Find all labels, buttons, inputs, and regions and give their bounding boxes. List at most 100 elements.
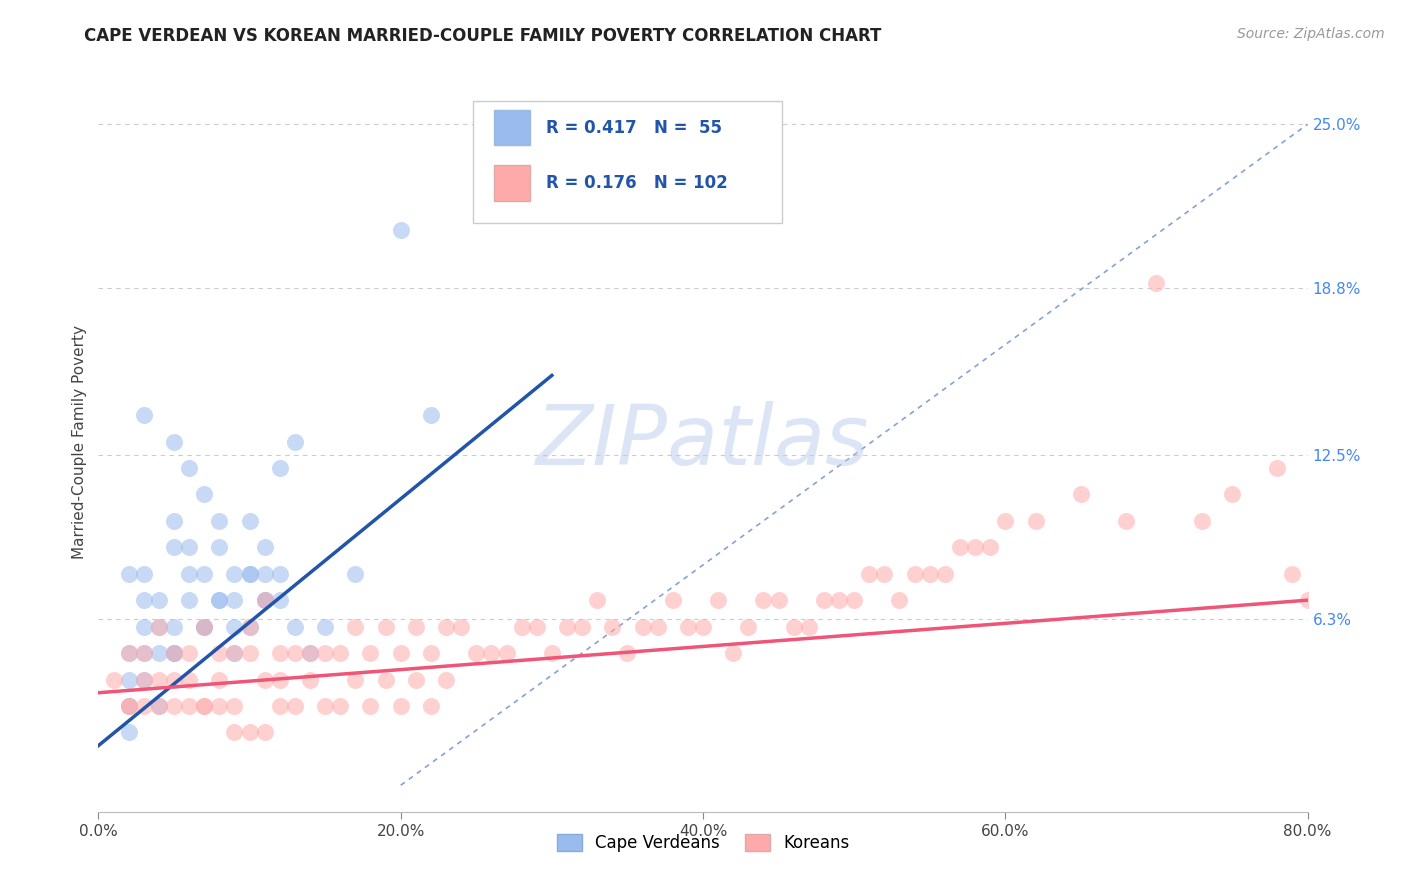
Point [148,593,170,607]
Point [118,673,141,687]
Point [193,698,215,713]
Point [979,541,1001,555]
Point [1220,487,1243,501]
Point [737,620,759,634]
Point [163,434,186,449]
Point [163,514,186,528]
Point [118,725,141,739]
Point [193,620,215,634]
Point [163,646,186,660]
Point [239,620,262,634]
Point [269,698,291,713]
Point [163,620,186,634]
Point [208,646,231,660]
Point [269,646,291,660]
Point [1296,593,1319,607]
Point [239,566,262,581]
Point [314,646,336,660]
Point [389,223,412,237]
Point [299,646,322,660]
Point [239,514,262,528]
Point [813,593,835,607]
Point [571,620,593,634]
Text: R = 0.417   N =  55: R = 0.417 N = 55 [546,119,721,136]
Bar [494,110,530,145]
Point [329,698,352,713]
Text: ZIPatlas: ZIPatlas [536,401,870,482]
Point [555,620,578,634]
Point [723,646,745,660]
Point [284,698,307,713]
Point [510,620,533,634]
Point [163,646,186,660]
Point [253,593,276,607]
Point [602,620,624,634]
Point [224,725,246,739]
Point [873,566,896,581]
Point [631,620,654,634]
Point [1115,514,1137,528]
Point [858,566,880,581]
Point [224,620,246,634]
FancyBboxPatch shape [474,101,782,223]
Point [179,698,201,713]
Point [314,620,336,634]
Point [420,646,443,660]
Point [965,541,987,555]
Point [224,593,246,607]
Point [329,646,352,660]
Point [405,620,427,634]
Point [179,673,201,687]
Bar [494,165,530,201]
Point [148,646,170,660]
Point [1070,487,1092,501]
Point [752,593,775,607]
Point [1191,514,1213,528]
Point [239,620,262,634]
Point [360,698,382,713]
Point [208,514,231,528]
Point [193,566,215,581]
Point [208,673,231,687]
Point [163,673,186,687]
Point [344,673,367,687]
Point [148,698,170,713]
Legend: Cape Verdeans, Koreans: Cape Verdeans, Koreans [550,828,856,859]
Point [284,646,307,660]
Point [889,593,911,607]
Point [163,646,186,660]
Point [239,646,262,660]
Point [148,620,170,634]
Point [450,620,472,634]
Point [344,566,367,581]
Point [918,566,941,581]
Point [934,566,956,581]
Point [118,698,141,713]
Point [828,593,851,607]
Point [118,646,141,660]
Point [193,487,215,501]
Point [374,620,396,634]
Point [797,620,820,634]
Point [163,541,186,555]
Point [692,620,714,634]
Point [132,646,155,660]
Point [148,673,170,687]
Point [420,698,443,713]
Point [148,698,170,713]
Point [1024,514,1046,528]
Point [465,646,488,660]
Point [224,566,246,581]
Point [208,593,231,607]
Point [193,698,215,713]
Point [904,566,927,581]
Point [179,541,201,555]
Point [193,620,215,634]
Point [132,620,155,634]
Point [269,673,291,687]
Point [224,646,246,660]
Point [118,698,141,713]
Point [269,593,291,607]
Point [132,566,155,581]
Point [193,620,215,634]
